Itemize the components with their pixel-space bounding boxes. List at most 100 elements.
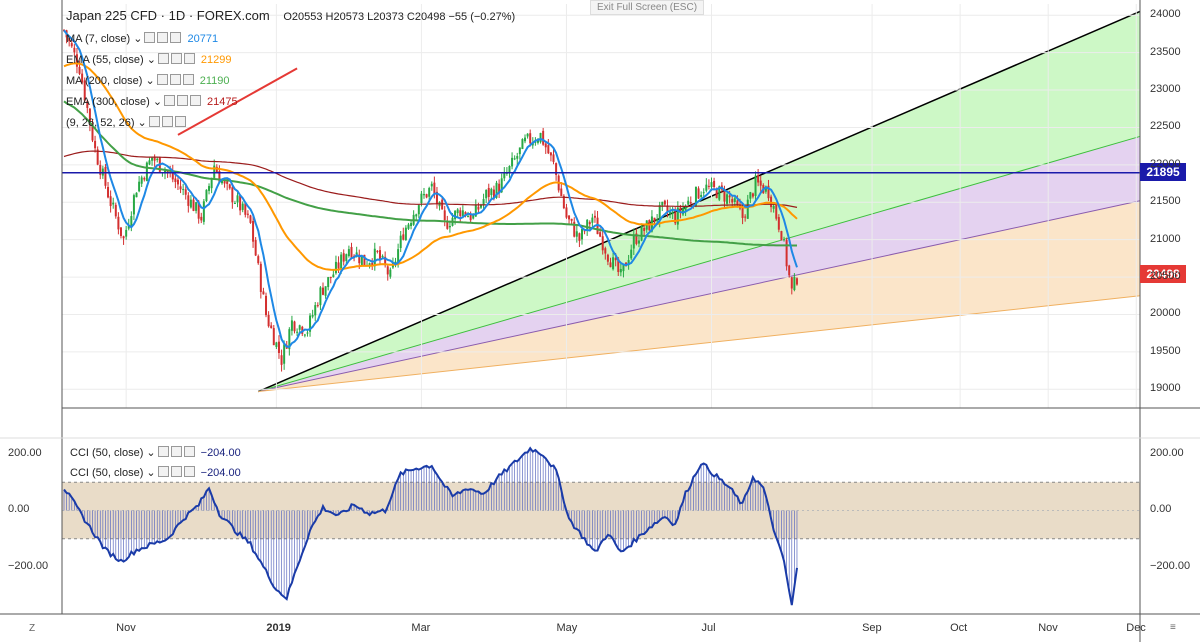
eye-icon[interactable]: [156, 74, 168, 85]
candle-body: [138, 181, 141, 192]
candle-body: [521, 139, 524, 149]
exit-fullscreen-button[interactable]: Exit Full Screen (ESC): [590, 0, 705, 15]
candle-body: [578, 233, 581, 241]
ema300-line: [63, 150, 798, 208]
close-icon[interactable]: [183, 446, 195, 457]
candle-body: [746, 199, 749, 219]
chart-header: Japan 225 CFD · 1D · FOREX.com O20553 H2…: [66, 8, 515, 23]
legend-value: 21299: [200, 54, 232, 66]
candle-body: [402, 234, 405, 240]
candle-body: [132, 195, 135, 215]
eye-icon[interactable]: [157, 53, 169, 64]
candle-body: [736, 200, 739, 205]
candle-body: [728, 195, 731, 198]
candle-body: [518, 147, 521, 155]
candle-body: [513, 158, 516, 160]
candle-body: [516, 156, 519, 159]
candle-body: [218, 171, 221, 183]
legend-row[interactable]: EMA (55, close) ⌄ 21299: [66, 53, 232, 66]
price-tick-label: 20000: [1150, 307, 1181, 320]
candle-body: [731, 199, 734, 203]
settings-icon[interactable]: [157, 32, 169, 43]
ma7-line: [63, 29, 798, 348]
candle-body: [640, 225, 643, 241]
candle-body: [275, 342, 278, 347]
candle-body: [148, 160, 151, 165]
price-tick-label: 20500: [1150, 270, 1181, 283]
close-icon[interactable]: [183, 466, 195, 477]
legend-value: −204.00: [200, 447, 241, 459]
candle-body: [529, 133, 532, 144]
candle-body: [485, 189, 488, 199]
legend-row[interactable]: CCI (50, close) ⌄ −204.00: [70, 466, 241, 479]
candle-body: [340, 254, 343, 269]
settings-icon[interactable]: [170, 446, 182, 457]
moving-averages: [63, 29, 798, 348]
legend-label: (9, 26, 52, 26) ⌄: [66, 117, 147, 129]
candle-body: [656, 219, 659, 221]
close-icon[interactable]: [182, 74, 194, 85]
settings-icon[interactable]: [170, 466, 182, 477]
settings-icon[interactable]: [169, 74, 181, 85]
candle-body: [454, 210, 457, 220]
candle-body: [99, 165, 102, 175]
ma200-line: [63, 100, 797, 247]
candle-body: [119, 227, 122, 237]
eye-icon[interactable]: [164, 95, 176, 106]
close-icon[interactable]: [183, 53, 195, 64]
candle-body: [386, 266, 389, 275]
candle-body: [371, 262, 374, 266]
candle-body: [637, 240, 640, 244]
candle-body: [192, 199, 195, 211]
legend-value: −204.00: [200, 467, 241, 479]
candle-body: [570, 218, 573, 221]
time-tick-label: Jul: [701, 622, 716, 634]
candle-body: [407, 224, 410, 229]
candle-body: [70, 43, 73, 47]
candle-body: [96, 149, 99, 165]
settings-icon[interactable]: [170, 53, 182, 64]
legend-row[interactable]: CCI (50, close) ⌄ −204.00: [70, 446, 241, 459]
candle-body: [404, 227, 407, 240]
candle-body: [187, 195, 190, 206]
candle-body: [109, 196, 112, 207]
candle-body: [707, 185, 710, 187]
eye-icon[interactable]: [148, 116, 160, 127]
candle-body: [88, 108, 91, 125]
candle-body: [127, 224, 130, 229]
settings-icon[interactable]: [161, 116, 173, 127]
cci-right-tick-label: −200.00: [1150, 559, 1191, 572]
candle-body: [86, 101, 89, 108]
candle-body: [780, 231, 783, 241]
ohlc-readout: O20553 H20573 L20373 C20498 −55 (−0.27%): [283, 11, 516, 23]
legend-label: CCI (50, close) ⌄: [70, 467, 156, 479]
candle-body: [205, 189, 208, 202]
settings-icon[interactable]: [177, 95, 189, 106]
fan-line-3: [258, 200, 1141, 393]
legend-row[interactable]: EMA (300, close) ⌄ 21475: [66, 95, 238, 108]
symbol-title[interactable]: Japan 225 CFD · 1D · FOREX.com: [66, 8, 270, 23]
candle-body: [544, 143, 547, 148]
eye-icon[interactable]: [157, 466, 169, 477]
legend-row[interactable]: MA (7, close) ⌄ 20771: [66, 32, 218, 45]
legend-label: MA (200, close) ⌄: [66, 75, 155, 87]
candle-body: [319, 287, 322, 306]
eye-icon[interactable]: [144, 32, 156, 43]
legend-row[interactable]: (9, 26, 52, 26) ⌄: [66, 116, 192, 129]
eye-icon[interactable]: [157, 446, 169, 457]
close-icon[interactable]: [174, 116, 186, 127]
legend-value: 20771: [187, 33, 219, 45]
close-icon[interactable]: [170, 32, 182, 43]
legend-row[interactable]: MA (200, close) ⌄ 21190: [66, 74, 229, 87]
settings-button[interactable]: ≡: [1170, 622, 1176, 633]
close-icon[interactable]: [190, 95, 202, 106]
candle-body: [609, 262, 612, 268]
candle-body: [151, 157, 154, 161]
candle-body: [107, 186, 110, 198]
legend-value: 21475: [207, 96, 238, 108]
candle-body: [342, 253, 345, 262]
zoom-button[interactable]: Z: [29, 623, 36, 634]
candle-body: [378, 250, 381, 260]
candle-body: [435, 191, 438, 204]
